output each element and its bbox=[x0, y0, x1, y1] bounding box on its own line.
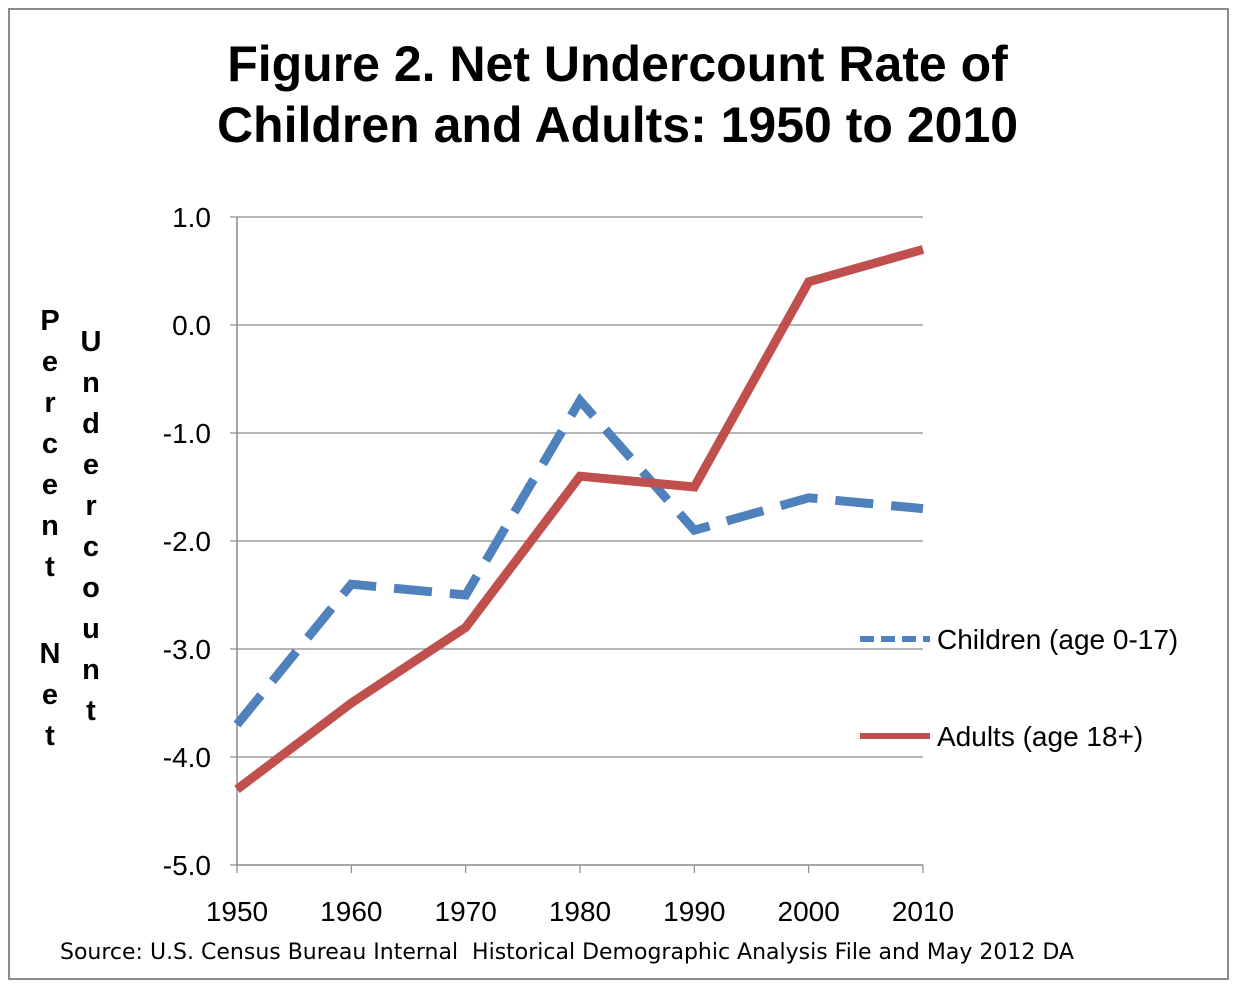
y-axis-label-letter: n bbox=[41, 510, 59, 542]
y-tick-label: -2.0 bbox=[163, 526, 211, 557]
series-line-children bbox=[233, 392, 924, 728]
y-axis-label-letter: P bbox=[40, 305, 60, 337]
y-tick-label: -5.0 bbox=[163, 850, 211, 881]
x-tick-label: 1980 bbox=[549, 896, 611, 927]
chart-title: Figure 2. Net Undercount Rate of Childre… bbox=[0, 34, 1235, 156]
y-axis-label-letter: t bbox=[45, 551, 55, 583]
x-tick-label: 1950 bbox=[206, 896, 268, 927]
y-axis-label-letter: U bbox=[80, 326, 102, 358]
chart-title-line-2: Children and Adults: 1950 to 2010 bbox=[216, 97, 1019, 153]
chart-title-line-1: Figure 2. Net Undercount Rate of bbox=[227, 36, 1008, 92]
y-tick-label: -1.0 bbox=[163, 418, 211, 449]
x-tick-label: 1970 bbox=[435, 896, 497, 927]
y-axis-label-letter: c bbox=[82, 531, 100, 563]
y-axis-label-letter: d bbox=[82, 408, 100, 440]
y-tick-label: -4.0 bbox=[163, 742, 211, 773]
legend-label: Children (age 0-17) bbox=[937, 624, 1178, 655]
series-line-adults bbox=[234, 245, 925, 793]
y-tick-label: 0.0 bbox=[172, 310, 211, 341]
y-axis-label-letter: r bbox=[44, 387, 56, 419]
y-axis-label-letter: e bbox=[41, 469, 59, 501]
y-axis-label-letter: c bbox=[41, 428, 59, 460]
y-axis-label-letter: N bbox=[39, 638, 61, 670]
chart-frame bbox=[8, 8, 1229, 980]
source-note: Source: U.S. Census Bureau Internal Hist… bbox=[60, 940, 1074, 965]
y-axis-label-letter: t bbox=[86, 695, 96, 727]
y-axis-label-letter: r bbox=[85, 490, 97, 522]
y-axis-label-letter: o bbox=[82, 572, 100, 604]
y-axis-label-letter: n bbox=[82, 654, 100, 686]
x-tick-label: 1990 bbox=[663, 896, 725, 927]
y-tick-label: 1.0 bbox=[172, 202, 211, 233]
x-tick-label: 2000 bbox=[778, 896, 840, 927]
y-axis-label-letter: e bbox=[41, 346, 59, 378]
y-axis-label-letter: n bbox=[82, 367, 100, 399]
x-tick-label: 2010 bbox=[892, 896, 954, 927]
x-tick-label: 1960 bbox=[320, 896, 382, 927]
y-axis-label-letter: t bbox=[45, 720, 55, 752]
y-axis-label-letter: e bbox=[82, 449, 100, 481]
y-axis-label-letter: e bbox=[41, 679, 59, 711]
y-axis-label-letter: u bbox=[82, 613, 100, 645]
legend-label: Adults (age 18+) bbox=[937, 721, 1143, 752]
y-tick-label: -3.0 bbox=[163, 634, 211, 665]
